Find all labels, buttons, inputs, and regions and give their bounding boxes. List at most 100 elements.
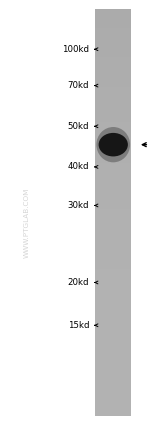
Bar [95, 231, 131, 234]
Bar [95, 348, 131, 351]
Bar [95, 65, 131, 68]
Bar [95, 198, 131, 202]
Bar [95, 366, 131, 369]
Bar [95, 104, 131, 107]
Bar [95, 404, 131, 407]
Bar [95, 209, 131, 212]
Bar [95, 98, 131, 101]
Bar [95, 114, 131, 117]
Bar [95, 293, 131, 296]
Bar [95, 206, 131, 210]
Bar [95, 296, 131, 299]
Bar [95, 166, 131, 169]
Bar [95, 407, 131, 410]
Bar [95, 288, 131, 291]
Bar [95, 361, 131, 364]
Bar [95, 413, 131, 416]
Bar [95, 350, 131, 353]
Bar [95, 11, 131, 15]
Bar [95, 139, 131, 142]
Bar [95, 307, 131, 310]
Bar [95, 247, 131, 250]
Bar [95, 356, 131, 359]
Bar [95, 393, 131, 397]
Bar [95, 377, 131, 380]
Bar [95, 242, 131, 245]
Bar [95, 269, 131, 272]
Bar [95, 255, 131, 259]
Bar [95, 401, 131, 405]
Bar [95, 109, 131, 112]
Bar [95, 55, 131, 58]
Bar [95, 79, 131, 82]
Bar [95, 187, 131, 190]
Bar [95, 236, 131, 239]
Bar [95, 282, 131, 285]
Bar [95, 9, 131, 12]
Bar [95, 92, 131, 96]
Bar [95, 141, 131, 145]
Bar [95, 336, 131, 340]
Bar [95, 261, 131, 264]
Bar [95, 95, 131, 98]
Bar [95, 239, 131, 242]
Bar [95, 358, 131, 361]
Bar [95, 372, 131, 375]
Bar [95, 25, 131, 28]
Bar [95, 131, 131, 134]
Bar [95, 76, 131, 80]
Bar [95, 84, 131, 88]
Bar [95, 57, 131, 60]
Text: 50kd: 50kd [68, 122, 89, 131]
Bar [95, 17, 131, 20]
Bar [95, 214, 131, 218]
Bar [95, 334, 131, 337]
Bar [95, 163, 131, 166]
Bar [95, 41, 131, 44]
Text: 100kd: 100kd [62, 45, 89, 54]
Bar [95, 87, 131, 90]
Bar [95, 279, 131, 283]
Bar [95, 326, 131, 329]
Bar [95, 217, 131, 220]
Bar [95, 152, 131, 155]
Bar [95, 185, 131, 188]
Bar [95, 74, 131, 77]
Bar [95, 49, 131, 52]
Bar [95, 158, 131, 161]
Bar [95, 299, 131, 302]
Bar [95, 312, 131, 315]
Bar [95, 410, 131, 413]
Bar [95, 369, 131, 372]
Bar [95, 345, 131, 348]
Text: 15kd: 15kd [68, 321, 89, 330]
Bar [95, 52, 131, 55]
Bar [95, 385, 131, 389]
Bar [95, 220, 131, 223]
Bar [95, 301, 131, 304]
Bar [95, 174, 131, 177]
Bar [95, 82, 131, 85]
Bar [95, 179, 131, 182]
Ellipse shape [99, 133, 128, 156]
Text: 40kd: 40kd [68, 162, 89, 172]
Bar [95, 364, 131, 367]
Bar [95, 323, 131, 326]
Ellipse shape [96, 127, 130, 162]
Bar [95, 342, 131, 345]
Bar [95, 36, 131, 39]
Bar [95, 309, 131, 312]
Bar [95, 391, 131, 394]
Bar [95, 44, 131, 47]
Bar [95, 144, 131, 147]
Bar [95, 160, 131, 163]
Bar [95, 212, 131, 215]
Bar [95, 315, 131, 318]
Bar [95, 339, 131, 342]
Bar [95, 27, 131, 31]
Bar [95, 190, 131, 193]
Text: 30kd: 30kd [68, 201, 89, 210]
Bar [95, 19, 131, 23]
Bar [95, 193, 131, 196]
Bar [95, 71, 131, 74]
